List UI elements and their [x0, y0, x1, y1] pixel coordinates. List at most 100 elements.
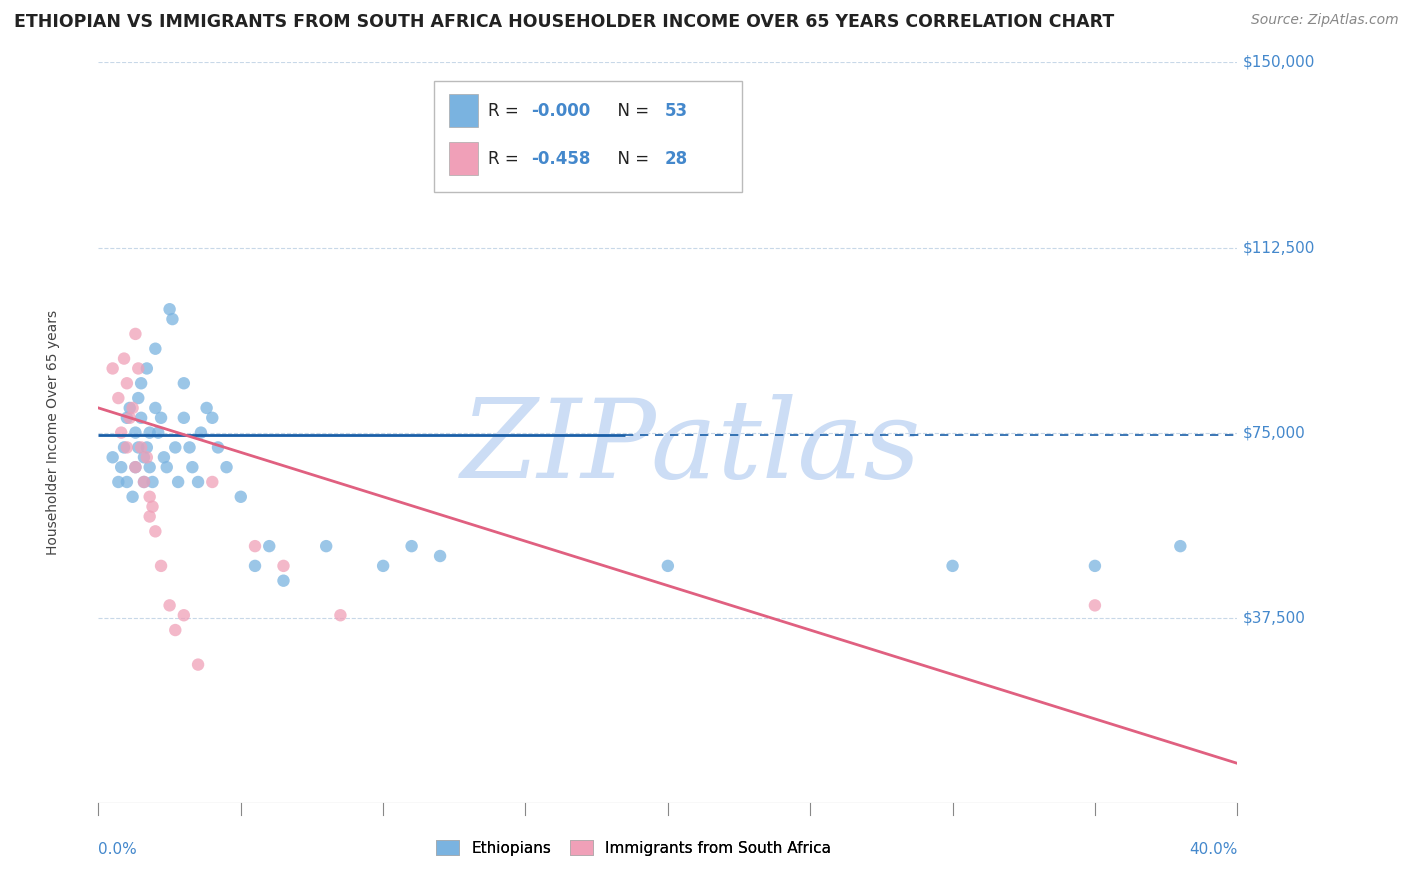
Point: [165, 441, 187, 455]
Point: [124, 460, 146, 475]
Point: [173, 608, 195, 623]
Text: $112,500: $112,500: [1243, 240, 1316, 255]
Point: [215, 460, 238, 475]
Point: [187, 657, 209, 672]
Point: [127, 441, 149, 455]
Point: [101, 361, 124, 376]
Point: [273, 558, 295, 573]
Point: [187, 475, 209, 489]
Point: [112, 441, 135, 455]
Text: $37,500: $37,500: [1243, 610, 1306, 625]
Point: [121, 401, 143, 415]
Legend: Ethiopians, Immigrants from South Africa: Ethiopians, Immigrants from South Africa: [430, 834, 837, 862]
Point: [141, 475, 163, 489]
Point: [145, 524, 167, 539]
Point: [132, 475, 155, 489]
Point: [141, 500, 163, 514]
Point: [129, 376, 152, 391]
Point: [110, 460, 132, 475]
Text: ZIPatlas: ZIPatlas: [460, 393, 921, 501]
Point: [115, 376, 138, 391]
Point: [118, 410, 141, 425]
Point: [150, 410, 173, 425]
Text: 28: 28: [665, 150, 688, 168]
Point: [657, 558, 679, 573]
Point: [107, 475, 129, 489]
Text: 0.0%: 0.0%: [98, 842, 138, 857]
Text: -0.000: -0.000: [531, 102, 591, 120]
Point: [112, 351, 135, 366]
Text: 53: 53: [665, 102, 688, 120]
Point: [329, 608, 352, 623]
Point: [173, 376, 195, 391]
Point: [229, 490, 252, 504]
Point: [179, 441, 201, 455]
Text: $75,000: $75,000: [1243, 425, 1306, 440]
Point: [145, 401, 167, 415]
Point: [138, 490, 160, 504]
Point: [156, 460, 179, 475]
Point: [181, 460, 204, 475]
Point: [167, 475, 190, 489]
Point: [195, 401, 218, 415]
Point: [138, 460, 160, 475]
Point: [115, 410, 138, 425]
Point: [1170, 539, 1192, 553]
Point: [138, 425, 160, 440]
Text: R =: R =: [488, 102, 524, 120]
Text: N =: N =: [607, 102, 655, 120]
Point: [201, 475, 224, 489]
Point: [201, 410, 224, 425]
Text: 40.0%: 40.0%: [1189, 842, 1237, 857]
Point: [1084, 558, 1107, 573]
Point: [150, 558, 173, 573]
Point: [127, 361, 149, 376]
Point: [129, 441, 152, 455]
Point: [127, 391, 149, 405]
Text: Householder Income Over 65 years: Householder Income Over 65 years: [46, 310, 60, 555]
Point: [121, 490, 143, 504]
Point: [259, 539, 281, 553]
Point: [153, 450, 176, 465]
Point: [243, 539, 266, 553]
Point: [138, 509, 160, 524]
Point: [115, 441, 138, 455]
Point: [159, 599, 181, 613]
Point: [207, 441, 229, 455]
Point: [315, 539, 337, 553]
Point: [110, 425, 132, 440]
Point: [145, 342, 167, 356]
Point: [101, 450, 124, 465]
Point: [243, 558, 266, 573]
Text: $150,000: $150,000: [1243, 55, 1316, 70]
Text: -0.458: -0.458: [531, 150, 591, 168]
Point: [135, 361, 157, 376]
Point: [159, 302, 181, 317]
Point: [401, 539, 423, 553]
Point: [132, 450, 155, 465]
Point: [124, 425, 146, 440]
Point: [165, 623, 187, 637]
Point: [118, 401, 141, 415]
Point: [124, 460, 146, 475]
Text: N =: N =: [607, 150, 655, 168]
Point: [135, 450, 157, 465]
Point: [135, 441, 157, 455]
Point: [373, 558, 395, 573]
Bar: [449, 94, 478, 128]
Point: [132, 475, 155, 489]
Point: [107, 391, 129, 405]
Point: [124, 326, 146, 341]
Text: Source: ZipAtlas.com: Source: ZipAtlas.com: [1251, 13, 1399, 28]
Point: [173, 410, 195, 425]
Point: [1084, 599, 1107, 613]
Point: [148, 425, 170, 440]
Point: [429, 549, 451, 563]
Point: [942, 558, 965, 573]
Point: [115, 475, 138, 489]
Bar: [449, 142, 478, 176]
Point: [273, 574, 295, 588]
Point: [190, 425, 212, 440]
Point: [162, 312, 184, 326]
Text: R =: R =: [488, 150, 524, 168]
